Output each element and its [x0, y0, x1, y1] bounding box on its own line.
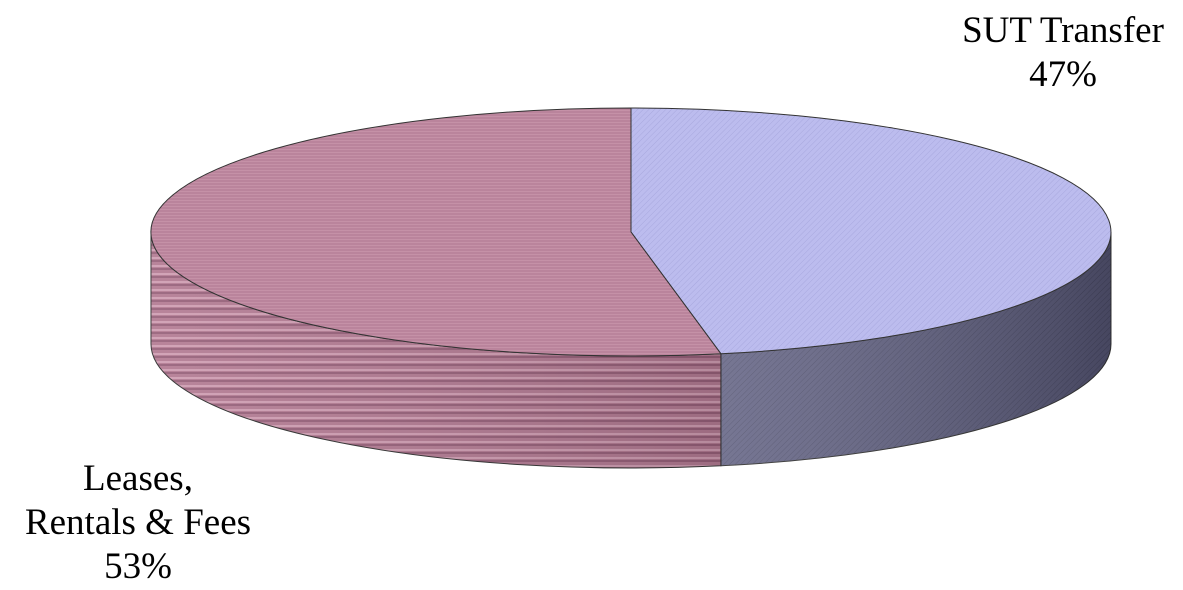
slice-leases-rentals-fees: [150, 107, 722, 357]
label-leases-rentals-fees: Leases, Rentals & Fees 53%: [25, 458, 251, 587]
slice-sut-transfer: [630, 107, 1112, 355]
label-sut-transfer: SUT Transfer 47%: [962, 10, 1164, 95]
slice-sut-transfer-side-shade: [720, 232, 1111, 466]
slice-leases-side-shade: [151, 232, 721, 468]
label-leases-rentals-fees-line: Leases,: [83, 458, 193, 499]
label-leases-rentals-fees-line: Rentals & Fees: [25, 502, 251, 543]
label-sut-transfer-line: SUT Transfer: [962, 10, 1164, 51]
label-leases-rentals-fees-line: 53%: [104, 546, 172, 587]
label-sut-transfer-line: 47%: [1029, 54, 1097, 95]
